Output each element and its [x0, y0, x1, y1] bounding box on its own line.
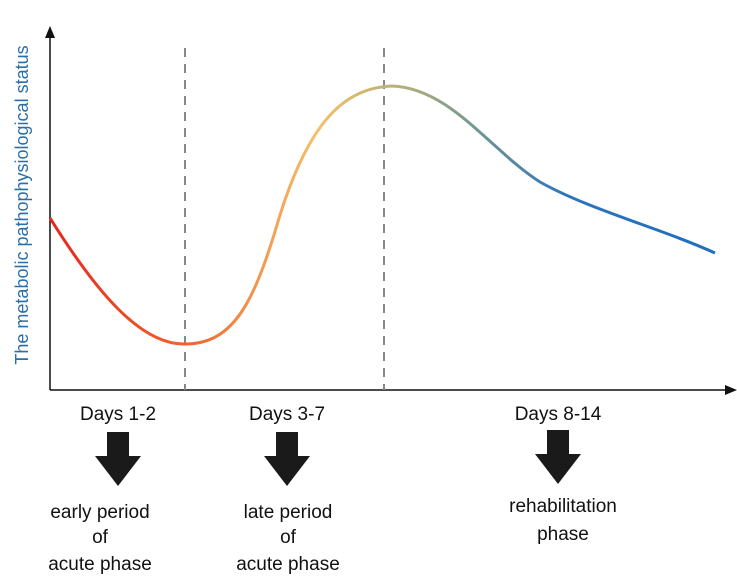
- phase-desc-late-line-1: late period: [244, 502, 333, 523]
- y-axis-label: The metabolic pathophysiological status: [12, 45, 32, 364]
- down-arrow-icon: [535, 430, 581, 484]
- down-arrow-icon: [95, 432, 141, 486]
- phase-label-days-8-14: Days 8-14: [515, 404, 602, 425]
- phase-desc-early-line-2: of: [92, 527, 109, 548]
- phase-desc-late-line-3: acute phase: [236, 554, 340, 575]
- phase-label-days-3-7: Days 3-7: [249, 404, 325, 425]
- status-curve: [48, 84, 716, 346]
- phase-desc-early-line-1: early period: [50, 502, 149, 523]
- x-axis-arrowhead: [725, 385, 737, 395]
- phase-desc-rehab-line-2: phase: [537, 524, 589, 545]
- y-axis-arrowhead: [45, 26, 55, 38]
- phase-label-days-1-2: Days 1-2: [80, 404, 156, 425]
- down-arrow-icon: [264, 432, 310, 486]
- phase-desc-early-line-3: acute phase: [48, 554, 152, 575]
- phase-desc-late-line-2: of: [280, 527, 297, 548]
- phase-desc-rehab-line-1: rehabilitation: [509, 496, 617, 517]
